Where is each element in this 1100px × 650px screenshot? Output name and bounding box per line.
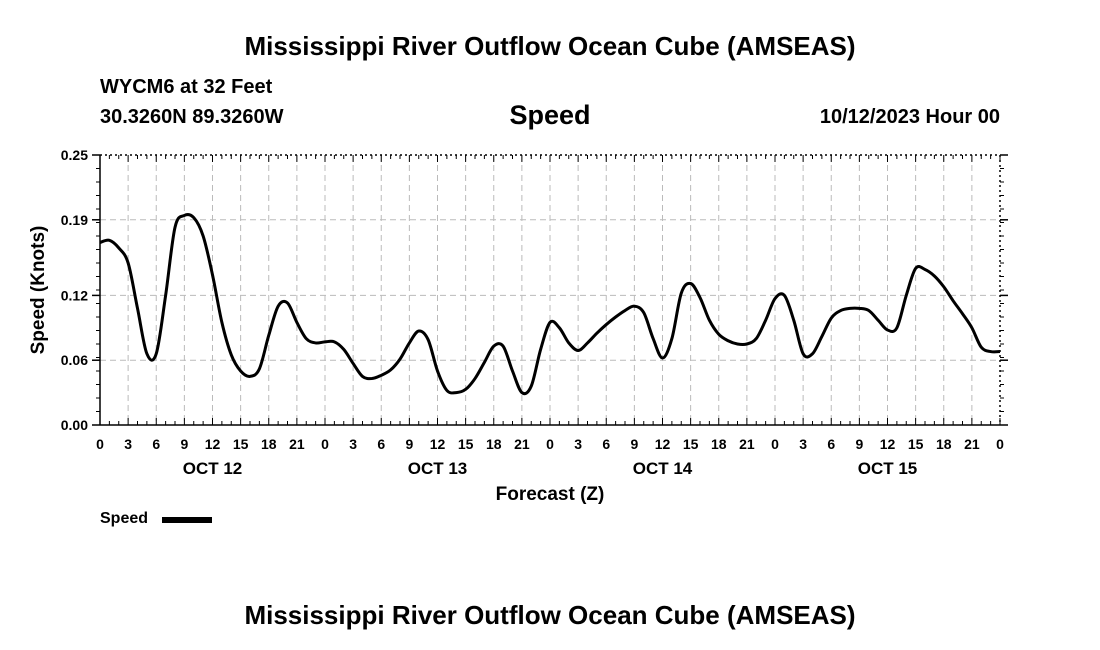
x-tick-label: 21 — [964, 436, 980, 452]
x-tick-label: 0 — [321, 436, 329, 452]
x-tick-label: 9 — [180, 436, 188, 452]
x-tick-label: 3 — [124, 436, 132, 452]
x-tick-label: 15 — [908, 436, 924, 452]
x-tick-label: 21 — [739, 436, 755, 452]
day-label: OCT 15 — [858, 459, 918, 478]
legend-label: Speed — [100, 510, 149, 527]
x-tick-label: 18 — [486, 436, 502, 452]
x-tick-label: 12 — [655, 436, 671, 452]
page-title-bottom: Mississippi River Outflow Ocean Cube (AM… — [244, 600, 856, 630]
x-tick-label: 15 — [683, 436, 699, 452]
day-label: OCT 12 — [183, 459, 243, 478]
x-tick-label: 12 — [430, 436, 446, 452]
legend-line-swatch — [162, 517, 212, 523]
coordinates-label: 30.3260N 89.3260W — [100, 106, 284, 128]
x-tick-label: 21 — [289, 436, 305, 452]
y-tick-label: 0.06 — [61, 352, 88, 368]
x-tick-label: 18 — [261, 436, 277, 452]
x-tick-label: 9 — [405, 436, 413, 452]
y-tick-label: 0.25 — [61, 147, 88, 163]
speed-series-line — [99, 213, 1001, 396]
x-axis-label: Forecast (Z) — [496, 484, 605, 505]
x-tick-label: 6 — [152, 436, 160, 452]
x-tick-label: 18 — [711, 436, 727, 452]
x-tick-label: 15 — [233, 436, 249, 452]
y-tick-label: 0.19 — [61, 212, 88, 228]
x-tick-label: 3 — [799, 436, 807, 452]
datetime-label: 10/12/2023 Hour 00 — [819, 106, 1000, 128]
x-tick-label: 0 — [96, 436, 104, 452]
x-tick-label: 3 — [349, 436, 357, 452]
y-axis-label: Speed (Knots) — [28, 226, 49, 355]
x-tick-label: 18 — [936, 436, 952, 452]
x-tick-label: 6 — [377, 436, 385, 452]
x-tick-label: 9 — [855, 436, 863, 452]
x-tick-label: 0 — [771, 436, 779, 452]
y-tick-label: 0.12 — [61, 287, 88, 303]
x-tick-label: 0 — [996, 436, 1004, 452]
x-tick-label: 3 — [574, 436, 582, 452]
x-tick-label: 9 — [630, 436, 638, 452]
plot-title: Speed — [509, 100, 591, 130]
page-title-top: Mississippi River Outflow Ocean Cube (AM… — [244, 31, 856, 61]
x-tick-label: 21 — [514, 436, 530, 452]
day-label: OCT 13 — [408, 459, 468, 478]
x-tick-label: 6 — [602, 436, 610, 452]
y-tick-label: 0.00 — [61, 417, 88, 433]
x-tick-label: 12 — [880, 436, 896, 452]
x-tick-label: 12 — [205, 436, 221, 452]
station-label: WYCM6 at 32 Feet — [100, 76, 273, 98]
day-label: OCT 14 — [633, 459, 693, 478]
x-tick-label: 6 — [827, 436, 835, 452]
x-tick-label: 0 — [546, 436, 554, 452]
x-tick-label: 15 — [458, 436, 474, 452]
